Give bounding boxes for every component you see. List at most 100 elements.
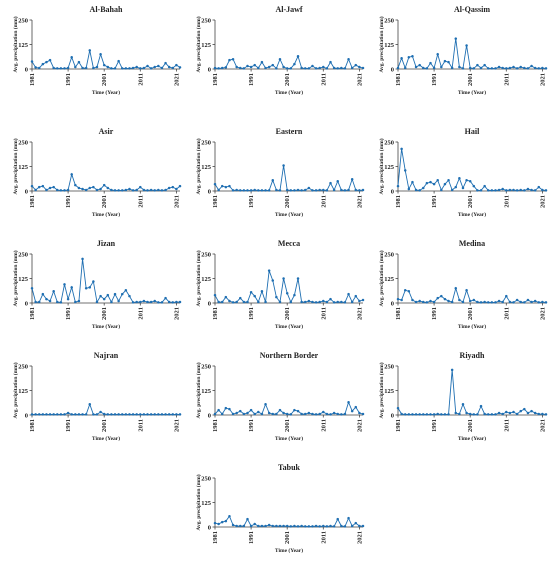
data-point [314, 413, 318, 416]
data-point [443, 59, 447, 63]
data-point [56, 67, 59, 70]
data-point [537, 67, 541, 70]
data-point [343, 67, 347, 70]
data-point [224, 295, 228, 299]
data-point [447, 299, 450, 303]
data-point [178, 66, 182, 69]
data-point [52, 289, 55, 293]
data-point [512, 410, 515, 414]
chart-title: Mecca [278, 239, 300, 248]
data-point [440, 294, 443, 298]
data-point [490, 413, 494, 416]
data-point [37, 66, 41, 70]
data-point [414, 413, 418, 416]
data-point [322, 65, 325, 69]
chart-title: Eastern [276, 127, 303, 136]
data-point [307, 411, 311, 415]
x-tick-label: 1981 [212, 195, 219, 208]
axis-line [31, 254, 180, 304]
data-point [242, 524, 246, 528]
data-point [84, 188, 88, 192]
y-tick-label: 250 [18, 251, 28, 258]
data-point [508, 300, 512, 304]
data-point [494, 413, 497, 416]
data-point [311, 300, 314, 304]
data-point [120, 67, 124, 70]
data-point [81, 413, 84, 416]
data-point [70, 413, 73, 416]
data-point [300, 66, 303, 70]
data-point [77, 60, 81, 64]
y-tick-label: 0 [391, 188, 394, 195]
data-point [443, 182, 447, 186]
data-point [282, 65, 285, 69]
data-point [257, 189, 260, 192]
data-point [285, 291, 289, 295]
data-point [30, 184, 34, 188]
data-point [217, 408, 220, 412]
chart-tabuk: Tabuk 0 125 250 1981 1991 2001 2011 2021 Time (Ye… [195, 463, 365, 554]
y-tick-label: 250 [18, 139, 28, 146]
data-point [56, 413, 59, 416]
data-point [267, 269, 271, 272]
x-tick-label: 2001 [467, 307, 474, 320]
x-tick-label: 2011 [320, 307, 327, 320]
data-point [77, 186, 81, 190]
data-point [300, 524, 303, 528]
data-point [523, 66, 526, 70]
data-point [429, 180, 432, 184]
data-point [340, 188, 343, 192]
data-point [84, 287, 88, 290]
data-point [264, 189, 267, 192]
data-point [537, 185, 541, 189]
data-point [231, 57, 235, 61]
y-axis-label: Avg. precipitation (mm) [12, 250, 19, 306]
y-tick-label: 250 [18, 17, 28, 24]
data-point [497, 188, 501, 192]
data-point [275, 524, 278, 528]
data-point [293, 189, 296, 192]
data-point [37, 185, 41, 189]
data-point [224, 519, 228, 523]
y-tick-label: 250 [384, 139, 394, 146]
data-point [358, 411, 361, 415]
data-point [88, 49, 92, 52]
data-point [153, 413, 156, 416]
data-point [278, 408, 282, 412]
data-point [350, 524, 354, 528]
x-tick-label: 2001 [284, 307, 291, 320]
data-point [454, 411, 458, 415]
data-point [519, 300, 522, 304]
data-point [139, 300, 142, 304]
data-point [436, 178, 439, 182]
data-point [282, 411, 285, 415]
data-point [411, 298, 414, 302]
x-tick-label: 1991 [248, 531, 255, 544]
data-point [483, 63, 486, 67]
chart-title: Riyadh [460, 351, 485, 360]
data-point [120, 413, 124, 416]
data-point [533, 189, 537, 192]
data-point [213, 521, 217, 525]
data-point [350, 177, 354, 181]
data-point [501, 412, 504, 416]
chart-al-qassim: Al-Qassim 0 125 250 1981 1991 2001 2011 2021 Time… [378, 5, 548, 96]
data-point [149, 300, 153, 304]
data-point [461, 186, 465, 190]
data-point [253, 188, 256, 192]
x-tick-label: 1991 [431, 73, 438, 86]
data-point [458, 412, 461, 416]
y-axis-label: Avg. precipitation (mm) [195, 16, 202, 72]
data-point [88, 402, 92, 406]
data-point [70, 173, 73, 176]
y-tick-label: 250 [201, 17, 211, 24]
data-point [246, 411, 249, 415]
x-tick-label: 2001 [101, 419, 108, 432]
data-point [257, 410, 260, 414]
data-point [220, 412, 224, 416]
x-tick-label: 2021 [173, 307, 180, 320]
x-tick-label: 2011 [137, 73, 144, 86]
data-point [92, 66, 95, 70]
data-point [106, 293, 110, 297]
data-point [271, 63, 275, 67]
